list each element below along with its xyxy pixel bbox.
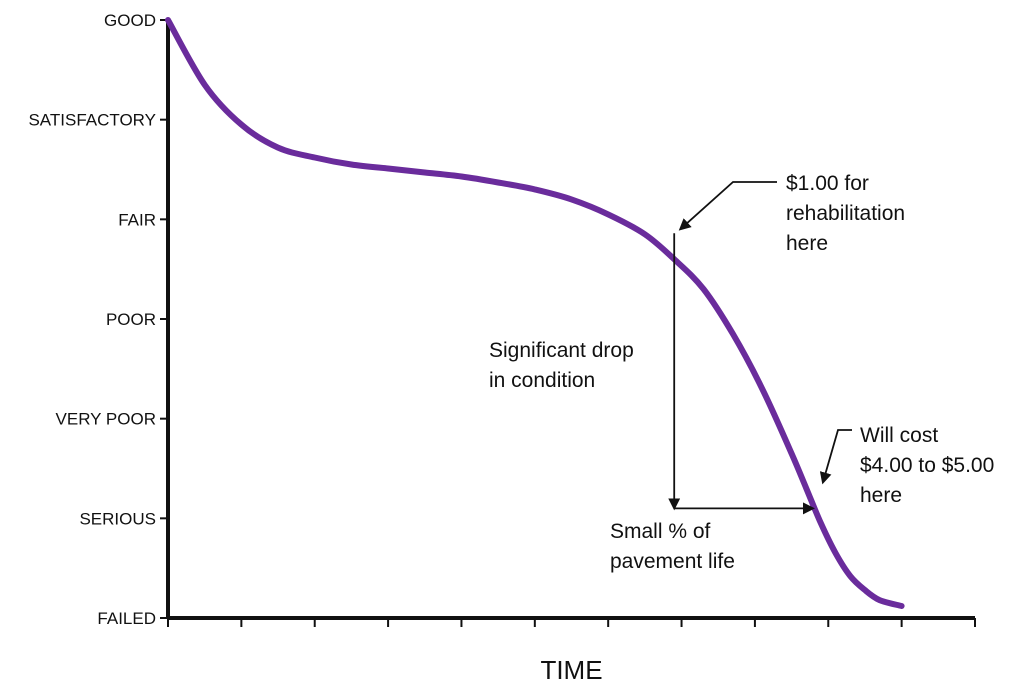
- annotation-line: here: [860, 484, 902, 507]
- life-annotation: Small % of pavement life: [610, 502, 815, 573]
- annotation-line: Will cost: [860, 424, 938, 447]
- annotation-line: $4.00 to $5.00: [860, 454, 994, 477]
- rehab-arrow: [678, 181, 777, 231]
- annotation-line: in condition: [489, 369, 595, 392]
- y-tick-label: FAILED: [97, 609, 156, 628]
- annotation-line: pavement life: [610, 550, 735, 573]
- rehab-annotation: $1.00 for rehabilitation here: [678, 172, 905, 255]
- annotation-line: Small % of: [610, 520, 711, 543]
- cost-annotation: Will cost $4.00 to $5.00 here: [819, 424, 994, 507]
- y-tick-label: SERIOUS: [79, 509, 156, 528]
- y-tick-label: VERY POOR: [56, 410, 156, 429]
- y-axis-ticks: FAILED SERIOUS VERY POOR POOR FAIR SATISFACTO…: [28, 11, 168, 628]
- annotation-line: Significant drop: [489, 339, 634, 362]
- life-annotation-text: Small % of pavement life: [610, 520, 735, 573]
- y-tick-label: FAIR: [118, 210, 156, 229]
- annotation-line: here: [786, 232, 828, 255]
- x-axis-label: TIME: [540, 655, 602, 685]
- drop-annotation: Significant drop in condition: [489, 233, 681, 511]
- annotation-line: $1.00 for: [786, 172, 869, 195]
- y-tick-label: GOOD: [104, 11, 156, 30]
- condition-curve: [165, 17, 905, 609]
- drop-annotation-text: Significant drop in condition: [489, 339, 634, 392]
- y-tick-label: SATISFACTORY: [28, 111, 156, 130]
- rehab-annotation-text: $1.00 for rehabilitation here: [786, 172, 905, 255]
- annotation-line: rehabilitation: [786, 202, 905, 225]
- cost-arrow: [819, 429, 852, 485]
- cost-annotation-text: Will cost $4.00 to $5.00 here: [860, 424, 994, 507]
- y-tick-label: POOR: [106, 310, 156, 329]
